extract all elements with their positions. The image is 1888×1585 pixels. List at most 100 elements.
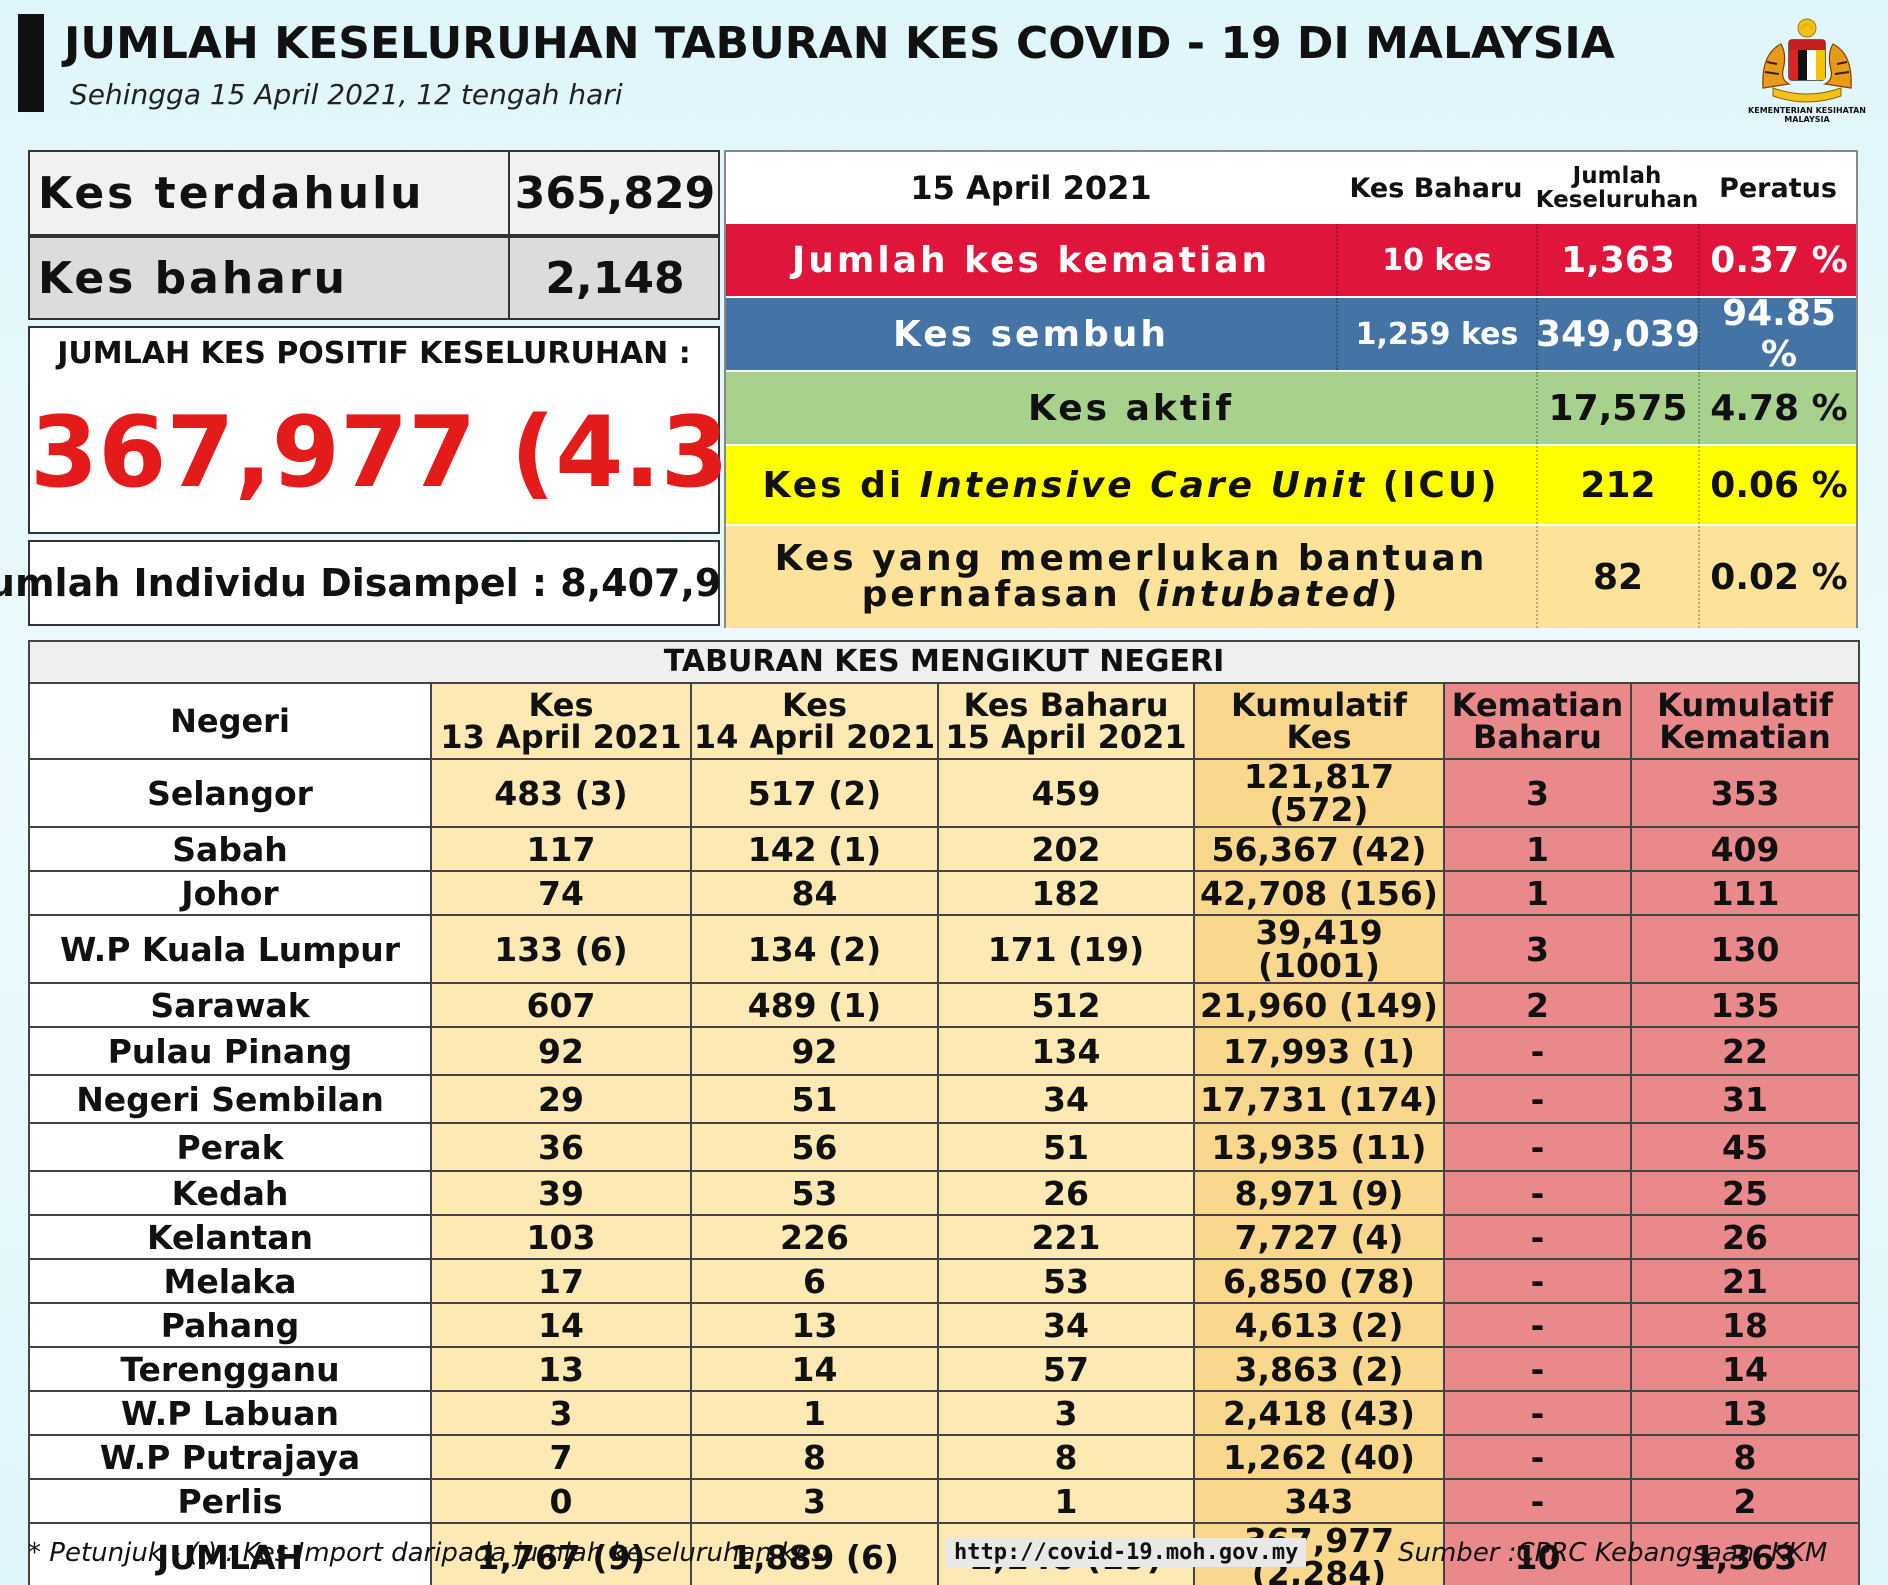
header-kes-15: Kes Baharu 15 April 2021 bbox=[937, 682, 1195, 760]
table-row: Negeri Sembilan 29 51 34 17,731 (174) -31 bbox=[28, 1074, 1861, 1124]
state-name-cell: W.P Labuan bbox=[28, 1390, 432, 1436]
logo-caption-line1: KEMENTERIAN KESIHATAN bbox=[1748, 106, 1866, 115]
new-cases-15-apr-cell: 34 bbox=[937, 1302, 1195, 1348]
intubated-total: 82 bbox=[1536, 526, 1698, 628]
cases-14-apr-cell: 226 bbox=[690, 1214, 939, 1260]
icu-pct: 0.06 % bbox=[1698, 446, 1858, 524]
state-name-cell: Perlis bbox=[28, 1478, 432, 1524]
cases-14-apr-cell: 489 (1) bbox=[690, 982, 939, 1028]
cumulative-deaths-cell: 26 bbox=[1629, 1214, 1861, 1260]
cases-14-apr-cell: 517 (2) bbox=[690, 758, 939, 828]
intubated-label-line2-italic: intubated bbox=[1155, 574, 1381, 615]
new-deaths-cell: - bbox=[1443, 1302, 1632, 1348]
table-row: W.P Kuala Lumpur 133 (6) 134 (2) 171 (19) 39… bbox=[28, 914, 1861, 984]
new-cases-15-apr-cell: 3 bbox=[937, 1390, 1195, 1436]
new-deaths-cell: 1 bbox=[1443, 826, 1632, 872]
previous-cases-label: Kes terdahulu bbox=[38, 167, 425, 219]
cumulative-cases-cell: 1,262 (40) bbox=[1193, 1434, 1445, 1480]
previous-cases-box: Kes terdahulu 365,829 bbox=[28, 150, 720, 236]
sampled-individuals-text: Jumlah Individu Disampel : 8,407,970 bbox=[0, 561, 775, 605]
table-row: Perlis 0 3 1 343-2 bbox=[28, 1478, 1861, 1524]
ministry-logo: KEMENTERIAN KESIHATAN MALAYSIA bbox=[1738, 14, 1876, 136]
cumulative-cases-cell: 8,971 (9) bbox=[1193, 1170, 1445, 1216]
cases-13-apr-cell: 13 bbox=[430, 1346, 692, 1392]
cumulative-deaths-cell: 2 bbox=[1629, 1478, 1861, 1524]
new-cases-label: Kes baharu bbox=[38, 252, 348, 304]
cases-14-apr-cell: 92 bbox=[690, 1026, 939, 1076]
cumulative-cases-cell: 21,960 (149) bbox=[1193, 982, 1445, 1028]
header-kematian-line2: Baharu bbox=[1473, 718, 1602, 756]
status-header-row: 15 April 2021 Kes Baharu Jumlah Keseluru… bbox=[726, 152, 1856, 224]
previous-cases-value: 365,829 bbox=[508, 152, 720, 234]
table-row: W.P Labuan 3 1 3 2,418 (43) -13 bbox=[28, 1390, 1861, 1436]
active-label: Kes aktif bbox=[1027, 387, 1235, 429]
cases-14-apr-cell: 134 (2) bbox=[690, 914, 939, 984]
cases-13-apr-cell: 17 bbox=[430, 1258, 692, 1304]
total-positive-value: 367,977 (4.38%) bbox=[30, 396, 941, 510]
cumulative-deaths-cell: 409 bbox=[1629, 826, 1861, 872]
intubated-label-line2: pernafasan (intubated) bbox=[862, 577, 1401, 613]
recovered-total: 349,039 bbox=[1536, 298, 1700, 370]
new-cases-15-apr-cell: 171 (19) bbox=[937, 914, 1195, 984]
header-kumulatif: Kumulatif Kes bbox=[1193, 682, 1445, 760]
source-credit: Sumber :CPRC Kebangsaan, KKM bbox=[1398, 1538, 1828, 1568]
state-name-cell: Melaka bbox=[28, 1258, 432, 1304]
cases-13-apr-cell: 39 bbox=[430, 1170, 692, 1216]
deaths-new: 10 kes bbox=[1336, 224, 1536, 296]
status-row-active: Kes aktif 17,575 4.78 % bbox=[726, 372, 1856, 444]
state-name-cell: Perak bbox=[28, 1122, 432, 1172]
table-row: W.P Putrajaya 7 8 8 1,262 (40) -8 bbox=[28, 1434, 1861, 1480]
cumulative-deaths-cell: 25 bbox=[1629, 1170, 1861, 1216]
intubated-label-line2-post: ) bbox=[1380, 574, 1401, 615]
deaths-pct: 0.37 % bbox=[1698, 224, 1858, 296]
cases-14-apr-cell: 6 bbox=[690, 1258, 939, 1304]
new-deaths-cell: - bbox=[1443, 1346, 1632, 1392]
new-cases-15-apr-cell: 26 bbox=[937, 1170, 1195, 1216]
state-name-cell: Kedah bbox=[28, 1170, 432, 1216]
new-cases-value: 2,148 bbox=[508, 238, 720, 318]
cases-13-apr-cell: 14 bbox=[430, 1302, 692, 1348]
cases-13-apr-cell: 117 bbox=[430, 826, 692, 872]
cumulative-cases-cell: 3,863 (2) bbox=[1193, 1346, 1445, 1392]
total-positive-label: JUMLAH KES POSITIF KESELURUHAN : bbox=[57, 336, 691, 371]
header-negeri: Negeri bbox=[28, 682, 432, 760]
cumulative-deaths-cell: 135 bbox=[1629, 982, 1861, 1028]
cumulative-deaths-cell: 8 bbox=[1629, 1434, 1861, 1480]
new-deaths-cell: - bbox=[1443, 1478, 1632, 1524]
cumulative-cases-cell: 56,367 (42) bbox=[1193, 826, 1445, 872]
recovered-pct: 94.85 % bbox=[1698, 293, 1858, 375]
status-col-pct: Peratus bbox=[1719, 172, 1837, 204]
new-cases-15-apr-cell: 202 bbox=[937, 826, 1195, 872]
new-deaths-cell: - bbox=[1443, 1258, 1632, 1304]
header-kes-13: Kes 13 April 2021 bbox=[430, 682, 692, 760]
page-title: JUMLAH KESELURUHAN TABURAN KES COVID - 1… bbox=[64, 18, 1615, 69]
header-kes-14-line2: 14 April 2021 bbox=[693, 718, 936, 756]
website-link[interactable]: http://covid-19.moh.gov.my bbox=[946, 1538, 1307, 1567]
cumulative-cases-cell: 17,731 (174) bbox=[1193, 1074, 1445, 1124]
page-subtitle: Sehingga 15 April 2021, 12 tengah hari bbox=[70, 78, 623, 111]
cases-14-apr-cell: 14 bbox=[690, 1346, 939, 1392]
icu-label-pre: Kes di bbox=[762, 464, 920, 506]
cases-13-apr-cell: 1,767 (9) bbox=[430, 1522, 692, 1585]
status-col-total-line1: Jumlah bbox=[1572, 162, 1662, 189]
intubated-label-line2-pre: pernafasan ( bbox=[861, 574, 1156, 615]
new-deaths-cell: 3 bbox=[1443, 758, 1632, 828]
new-deaths-cell: - bbox=[1443, 1434, 1632, 1480]
header-kes-13-line2: 13 April 2021 bbox=[440, 718, 682, 756]
state-name-cell: Johor bbox=[28, 870, 432, 916]
cases-14-apr-cell: 84 bbox=[690, 870, 939, 916]
new-cases-15-apr-cell: 459 bbox=[937, 758, 1195, 828]
new-cases-15-apr-cell: 57 bbox=[937, 1346, 1195, 1392]
active-pct: 4.78 % bbox=[1698, 372, 1858, 444]
new-deaths-cell: 2 bbox=[1443, 982, 1632, 1028]
cases-14-apr-cell: 8 bbox=[690, 1434, 939, 1480]
new-deaths-cell: - bbox=[1443, 1074, 1632, 1124]
cases-13-apr-cell: 29 bbox=[430, 1074, 692, 1124]
state-name-cell: JUMLAH bbox=[28, 1522, 432, 1585]
coat-of-arms-icon bbox=[1762, 18, 1852, 103]
status-row-intubated: Kes yang memerlukan bantuan pernafasan (… bbox=[726, 526, 1856, 628]
new-deaths-cell: 10 bbox=[1443, 1522, 1632, 1585]
state-name-cell: Selangor bbox=[28, 758, 432, 828]
cumulative-deaths-cell: 111 bbox=[1629, 870, 1861, 916]
header-kes-15-line2: 15 April 2021 bbox=[945, 718, 1187, 756]
